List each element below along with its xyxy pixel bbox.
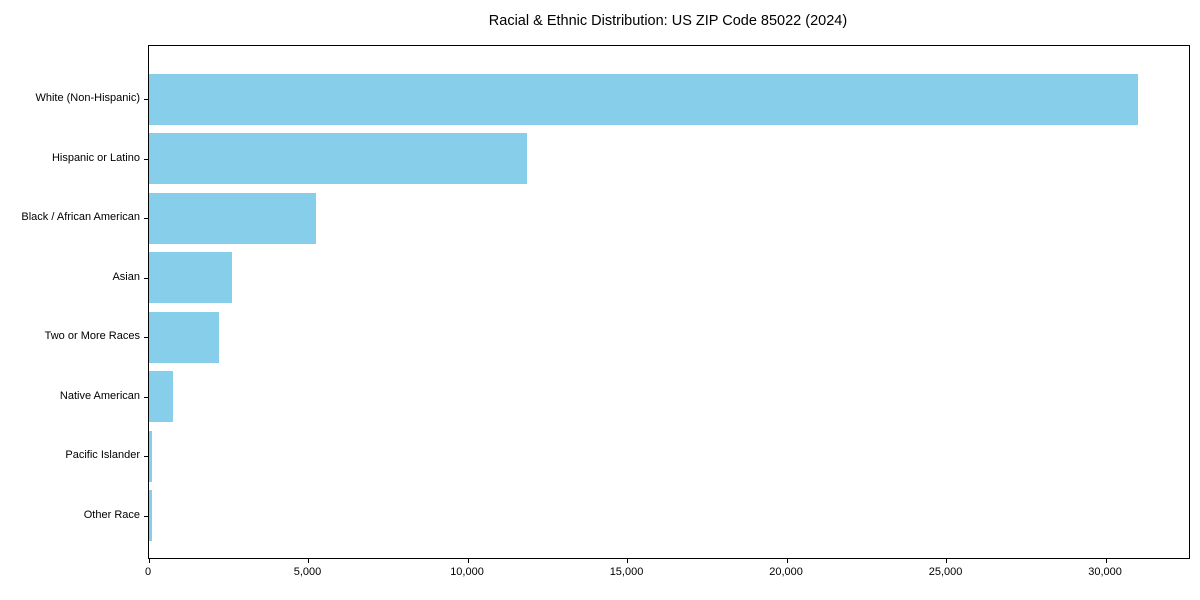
bar [149, 252, 232, 303]
bar [149, 490, 153, 541]
x-tick-label: 0 [144, 566, 152, 578]
x-tick [1105, 559, 1107, 563]
y-tick [144, 396, 148, 398]
y-tick-label: Black / African American [21, 211, 140, 223]
y-tick-label: Hispanic or Latino [51, 151, 140, 164]
x-tick [946, 559, 948, 563]
y-tick [144, 277, 148, 279]
plot-area [144, 45, 1190, 563]
y-tick [144, 158, 148, 160]
y-tick-label: Native American [59, 389, 140, 402]
y-tick [144, 456, 148, 457]
y-tick-label: Pacific Islander [65, 449, 140, 461]
y-tick [144, 218, 148, 219]
bar [149, 133, 528, 184]
chart-title: Racial & Ethnic Distribution: US ZIP Cod… [488, 13, 848, 29]
y-tick-label: Other Race [83, 508, 140, 521]
bar [149, 311, 220, 363]
x-tick-label: 20,000 [769, 566, 803, 578]
y-tick [144, 515, 148, 517]
y-tick-label: Asian [112, 270, 140, 283]
x-tick [308, 559, 309, 563]
x-tick-label: 15,000 [609, 566, 644, 578]
x-tick [627, 559, 629, 563]
y-tick-label: Two or More Races [44, 330, 140, 342]
bar [149, 192, 316, 244]
x-tick-label: 5,000 [293, 566, 322, 578]
x-tick-label: 25,000 [928, 566, 963, 578]
x-tick-label: 10,000 [450, 566, 484, 578]
y-tick [144, 99, 148, 100]
x-tick-label: 30,000 [1088, 566, 1122, 578]
y-tick-label: White (Non-Hispanic) [35, 92, 140, 104]
x-tick [148, 559, 150, 563]
y-tick [144, 337, 148, 338]
x-tick [467, 559, 469, 563]
x-tick [786, 559, 788, 563]
bar [149, 73, 1138, 125]
bar [149, 430, 152, 482]
bar [149, 371, 173, 422]
